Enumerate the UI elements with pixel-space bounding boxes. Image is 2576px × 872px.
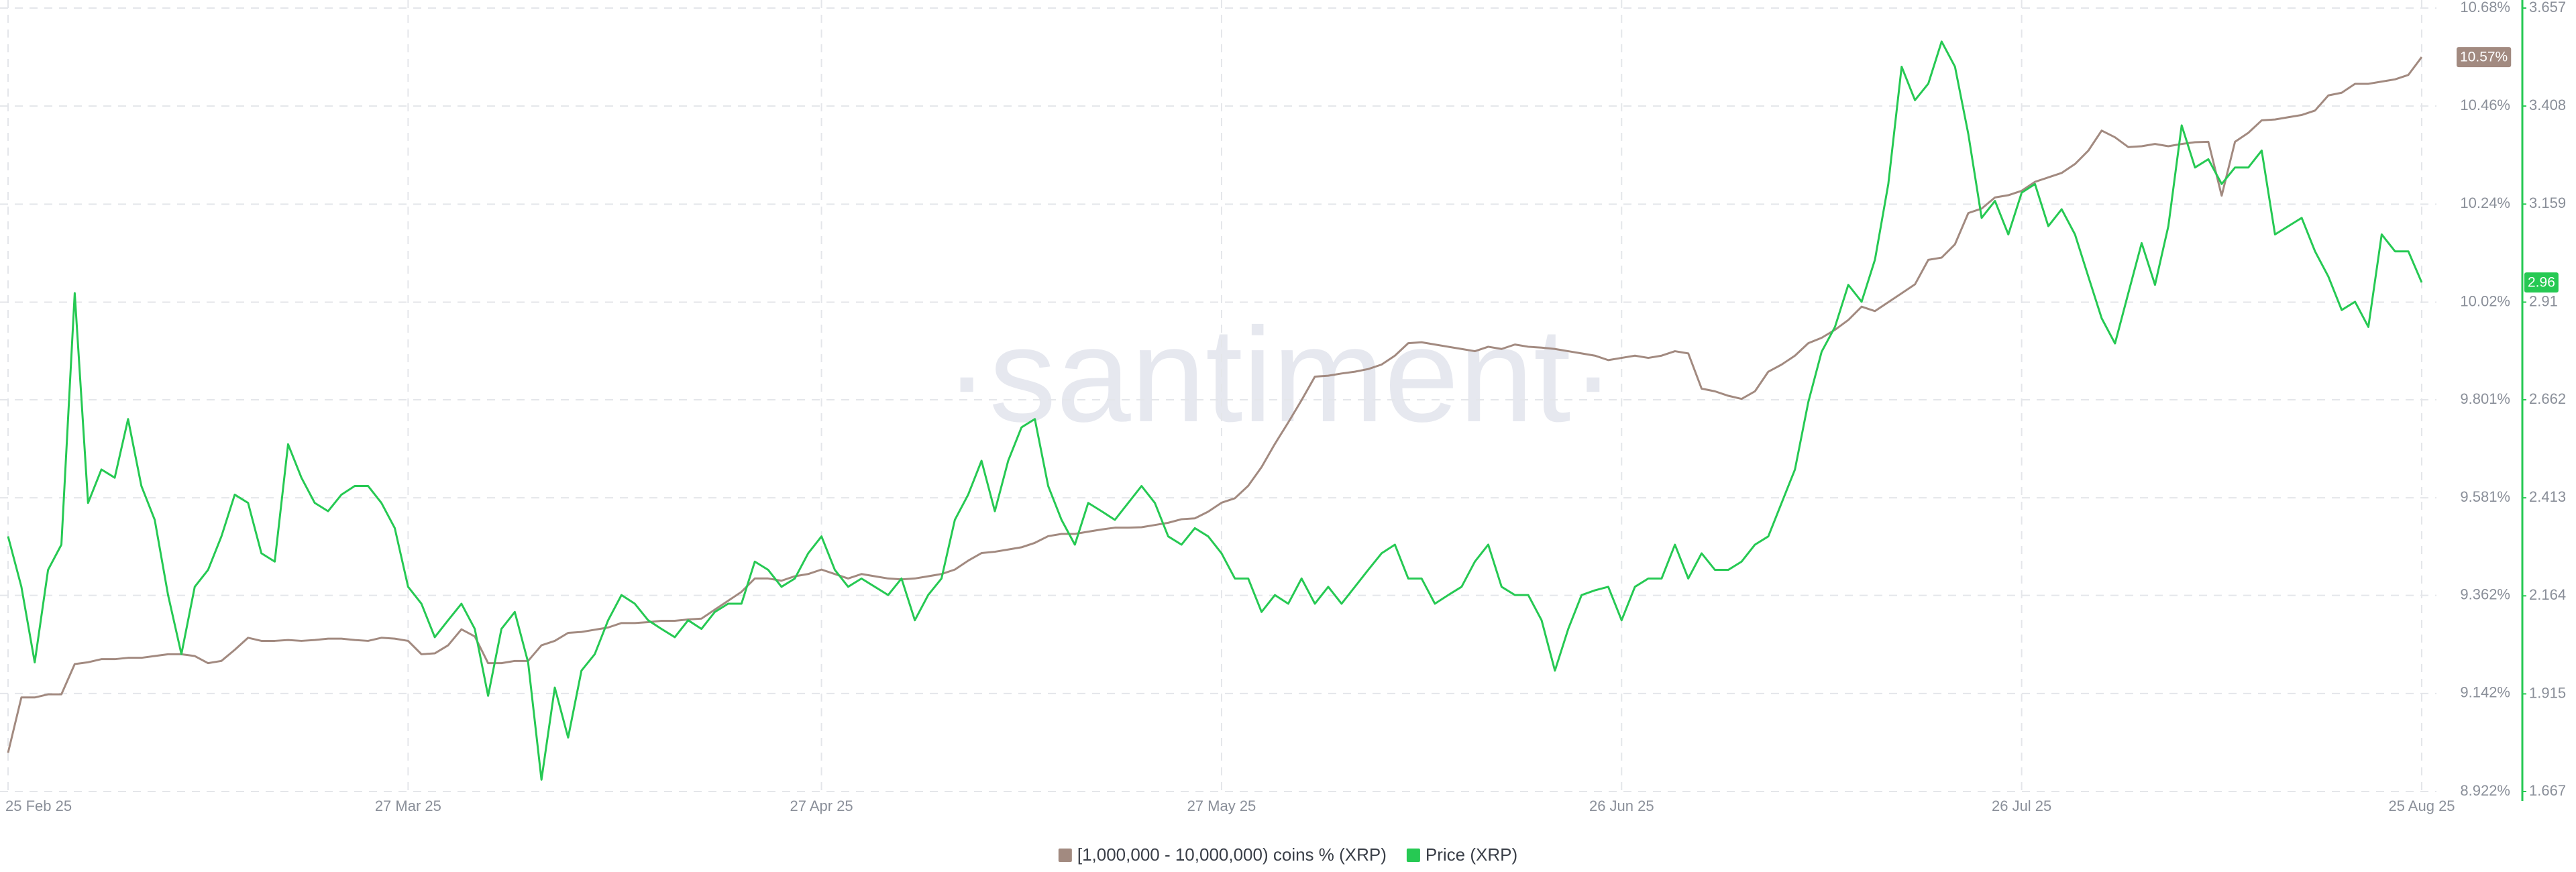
y-tick-label: 10.24%: [2460, 195, 2510, 211]
x-tick-label: 27 May 25: [1187, 798, 1256, 814]
series-line: [7, 56, 2423, 753]
y2-tick-label: 3.159: [2529, 195, 2566, 211]
watermark: ·santiment·: [945, 301, 1615, 450]
y-tick-label: 9.581%: [2460, 488, 2510, 505]
x-tick-label: 26 Jun 25: [1589, 798, 1654, 814]
y2-tick-label: 1.915: [2529, 684, 2566, 701]
y-tick-label: 9.801%: [2460, 390, 2510, 407]
legend: [1,000,000 - 10,000,000) coins % (XRP) Pr…: [1058, 844, 1517, 865]
legend-swatch: [1058, 849, 1072, 862]
y2-tick-label: 3.408: [2529, 97, 2566, 113]
y2-tick-label: 2.413: [2529, 488, 2566, 505]
y2-tick-label: 2.164: [2529, 586, 2566, 603]
x-tick-label: 26 Jul 25: [1992, 798, 2051, 814]
y-tick-label: 10.02%: [2460, 292, 2510, 309]
y2-tick-label: 1.667: [2529, 782, 2566, 799]
y-tick-label: 10.68%: [2460, 0, 2510, 15]
badge-label: 2.96: [2528, 275, 2555, 290]
series-line: [7, 40, 2423, 781]
y-tick-label: 8.922%: [2460, 782, 2510, 799]
x-tick-label: 27 Apr 25: [790, 798, 853, 814]
badge-box: [2457, 47, 2512, 68]
badge-box: [2524, 272, 2559, 293]
badge-label: 10.57%: [2460, 50, 2508, 65]
legend-label: Price (XRP): [1426, 844, 1517, 865]
y2-tick-label: 2.91: [2529, 292, 2558, 309]
y-tick-label: 10.46%: [2460, 97, 2510, 113]
legend-label: [1,000,000 - 10,000,000) coins % (XRP): [1077, 844, 1387, 865]
last-value-badge: 2.96: [2524, 272, 2559, 293]
legend-swatch: [1406, 849, 1420, 862]
last-value-badge: 10.57%: [2457, 47, 2512, 68]
y2-tick-label: 2.662: [2529, 390, 2566, 407]
y2-tick-label: 3.657: [2529, 0, 2566, 15]
x-tick-label: 27 Mar 25: [375, 798, 441, 814]
x-tick-label: 25 Feb 25: [5, 798, 72, 814]
y-tick-label: 9.142%: [2460, 684, 2510, 701]
y-tick-label: 9.362%: [2460, 586, 2510, 602]
x-tick-label: 25 Aug 25: [2388, 798, 2455, 814]
